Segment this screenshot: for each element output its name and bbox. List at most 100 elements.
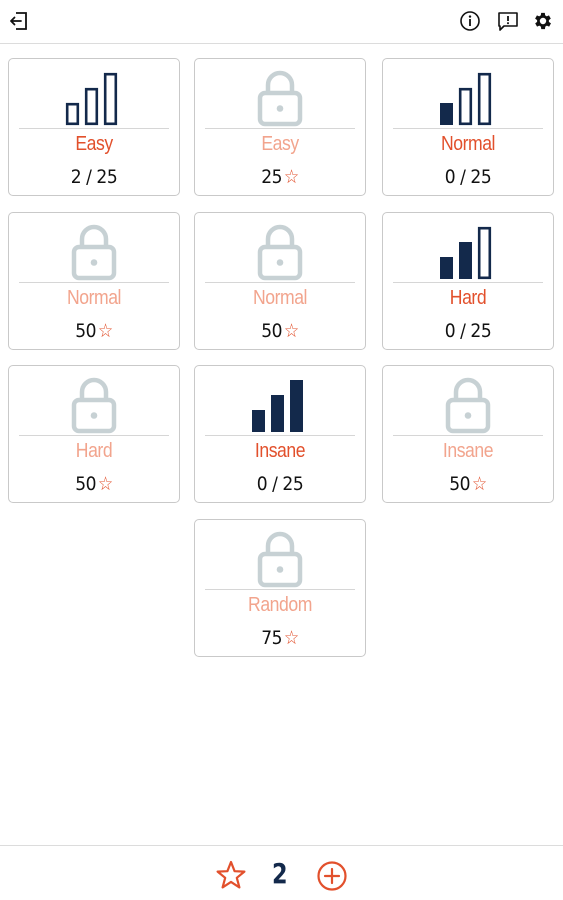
add-stars-button[interactable] [316,860,348,892]
lock-icon [257,224,303,281]
unlock-cost: 75☆ [204,627,357,649]
locked-level-card-random[interactable]: Random 75☆ [194,519,366,657]
divider [205,435,355,436]
unlock-cost: 50☆ [392,473,545,495]
level-art [195,372,365,434]
star-icon: ☆ [283,166,299,188]
empty-bar [458,87,473,126]
locked-level-card-easy[interactable]: Easy 25☆ [194,58,366,196]
level-card-hard[interactable]: Hard 0 / 25 [382,212,554,350]
level-progress: 0 / 25 [392,166,545,188]
level-label: Normal [252,287,308,309]
empty-bar [84,87,99,126]
exit-button[interactable] [6,8,32,34]
level-label: Normal [440,133,496,155]
unlock-cost-value: 50 [75,320,97,342]
locked-level-card-insane[interactable]: Insane 50☆ [382,365,554,503]
level-art [9,372,179,434]
level-art [9,219,179,281]
difficulty-bars-icon [252,380,303,432]
star-icon: ☆ [97,473,113,495]
top-bar [0,0,563,44]
lock-icon [71,224,117,281]
level-label: Easy [261,133,299,155]
level-card-insane[interactable]: Insane 0 / 25 [194,365,366,503]
level-progress: 0 / 25 [392,320,545,342]
level-art [383,65,553,127]
unlock-cost: 25☆ [204,166,357,188]
divider [393,435,543,436]
lock-icon [445,377,491,434]
settings-gear-icon [535,12,551,30]
level-art [195,526,365,588]
star-icon: ☆ [97,320,113,342]
level-card-normal[interactable]: Normal 0 / 25 [382,58,554,196]
unlock-cost: 50☆ [18,320,171,342]
progress-value: 0 / 25 [444,320,492,342]
level-art [383,219,553,281]
level-label: Hard [449,287,487,309]
unlock-cost-value: 50 [75,473,97,495]
unlock-cost: 50☆ [18,473,171,495]
difficulty-bars-icon [65,72,118,126]
star-icon: ☆ [283,320,299,342]
locked-level-card-hard[interactable]: Hard 50☆ [8,365,180,503]
settings-button[interactable] [530,8,556,34]
empty-bar [477,72,492,126]
lock-icon [257,531,303,588]
divider [205,128,355,129]
level-progress: 0 / 25 [204,473,357,495]
level-art [195,219,365,281]
unlock-cost-value: 50 [261,320,283,342]
level-label: Insane [442,440,494,462]
feedback-button[interactable] [495,8,521,34]
filled-bar [252,410,265,432]
divider [393,282,543,283]
level-art [9,65,179,127]
filled-bar [271,395,284,432]
filled-bar [440,103,453,125]
level-label: Easy [75,133,113,155]
progress-value: 0 / 25 [256,473,304,495]
progress-value: 2 / 25 [70,166,118,188]
unlock-cost-value: 50 [449,473,471,495]
level-label: Hard [75,440,113,462]
info-icon [460,11,480,31]
level-card-easy[interactable]: Easy 2 / 25 [8,58,180,196]
star-icon: ☆ [471,473,487,495]
difficulty-bars-icon [440,226,492,280]
empty-bar [103,72,118,126]
divider [393,128,543,129]
star-count: 2 [272,857,288,890]
divider [19,282,169,283]
difficulty-bars-icon [440,72,492,126]
lock-icon [71,377,117,434]
level-label: Insane [254,440,306,462]
empty-bar [65,102,80,126]
empty-bar [477,226,492,280]
filled-bar [440,257,453,279]
lock-icon [257,70,303,127]
star-icon [216,860,246,889]
level-art [195,65,365,127]
level-label: Random [248,594,312,616]
feedback-icon [498,12,518,31]
locked-level-card-normal[interactable]: Normal 50☆ [8,212,180,350]
divider [19,128,169,129]
filled-bar [290,380,303,432]
unlock-cost-value: 25 [261,166,283,188]
level-progress: 2 / 25 [18,166,171,188]
level-art [383,372,553,434]
divider [205,282,355,283]
locked-level-card-normal[interactable]: Normal 50☆ [194,212,366,350]
info-button[interactable] [457,8,483,34]
progress-value: 0 / 25 [444,166,492,188]
filled-bar [459,242,472,279]
unlock-cost-value: 75 [261,627,283,649]
star-icon: ☆ [283,627,299,649]
bottom-bar: 2 [0,845,563,900]
divider [205,589,355,590]
unlock-cost: 50☆ [204,320,357,342]
divider [19,435,169,436]
level-label: Normal [66,287,122,309]
